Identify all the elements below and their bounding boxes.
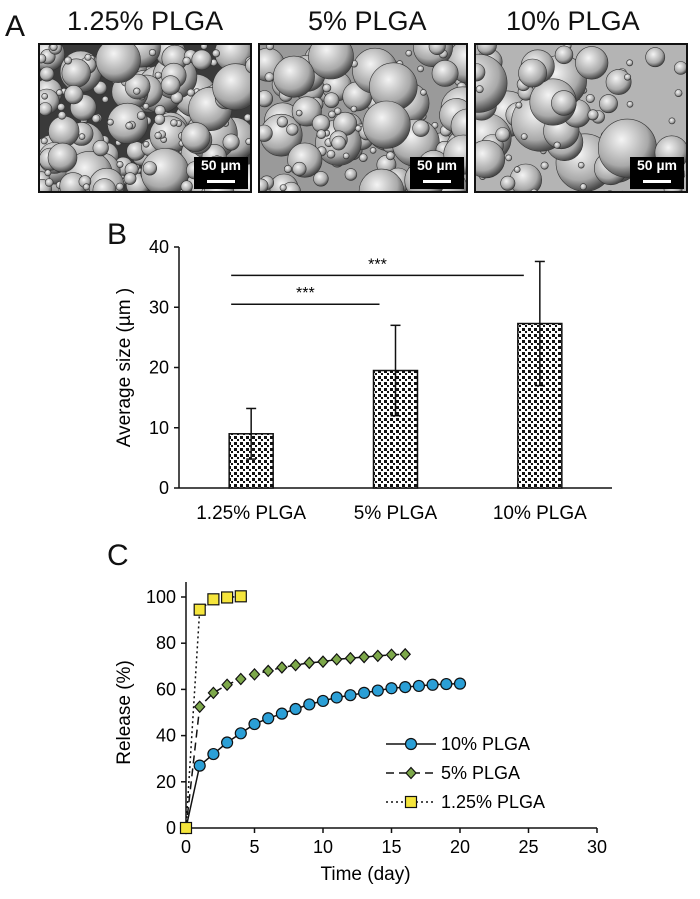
y-tick-label-2: 20 bbox=[149, 358, 169, 378]
legend-label-2: 1.25% PLGA bbox=[441, 792, 545, 812]
sem-image-1-graphic bbox=[40, 45, 250, 191]
sem-title-3: 10% PLGA bbox=[506, 6, 640, 36]
x-tick-label-1: 5 bbox=[249, 837, 259, 857]
series-line-1 bbox=[185, 653, 406, 829]
sem-title-2: 5% PLGA bbox=[308, 6, 427, 36]
legend-marker-0 bbox=[404, 737, 418, 751]
series-1-point-14 bbox=[371, 649, 384, 663]
series-0-point-11 bbox=[330, 691, 343, 704]
x-tick-label-6: 30 bbox=[587, 837, 607, 857]
y-tick-label-4: 80 bbox=[156, 633, 176, 653]
line-chart: 0 20 40 60 80 100 0 5 10 15 20 25 30 Time (day) Releas… bbox=[114, 582, 607, 885]
series-1-point-6 bbox=[262, 664, 275, 678]
series-1-point-13 bbox=[358, 650, 370, 664]
series-2-point-0 bbox=[179, 821, 193, 835]
series-2-point-1 bbox=[193, 603, 206, 616]
legend-label-1: 5% PLGA bbox=[441, 763, 520, 783]
series-0-point-6 bbox=[262, 712, 275, 725]
series-1-point-16 bbox=[399, 647, 412, 661]
series-0-point-14 bbox=[371, 684, 384, 697]
scale-bar-1: 50 µm bbox=[194, 157, 248, 189]
series-0-point-8 bbox=[289, 702, 302, 716]
legend-marker-2 bbox=[404, 795, 418, 809]
x-tick-label-2: 10 bbox=[313, 837, 333, 857]
sem-image-2-graphic bbox=[260, 45, 466, 191]
series-0-point-2 bbox=[207, 747, 220, 761]
scale-bar-3: 50 µm bbox=[630, 157, 684, 189]
series-0-point-5 bbox=[248, 717, 261, 731]
series-0-point-16 bbox=[399, 680, 412, 694]
bar-2 bbox=[517, 322, 563, 489]
x-tick-label-4: 20 bbox=[450, 837, 470, 857]
series-1-point-12 bbox=[344, 651, 357, 665]
x-tick-label-1: 5% PLGA bbox=[354, 503, 438, 524]
series-0-point-7 bbox=[275, 707, 288, 720]
series-0-point-4 bbox=[234, 727, 247, 740]
y-tick-label-1: 20 bbox=[156, 772, 176, 792]
x-tick-label-0: 1.25% PLGA bbox=[196, 503, 306, 524]
series-1-point-9 bbox=[303, 656, 316, 670]
scale-bar-3-label: 50 µm bbox=[637, 157, 677, 173]
series-2-point-2 bbox=[207, 593, 220, 606]
series-1-point-1 bbox=[193, 700, 206, 714]
series-0-point-18 bbox=[426, 678, 439, 691]
x-tick-label-0: 0 bbox=[181, 837, 191, 857]
series-0-point-3 bbox=[221, 736, 234, 749]
sem-image-3-graphic bbox=[476, 45, 686, 191]
y-tick-label-3: 30 bbox=[149, 297, 169, 317]
legend-label-0: 10% PLGA bbox=[441, 734, 530, 754]
series-1-point-8 bbox=[289, 658, 302, 672]
series-0-point-1 bbox=[193, 759, 206, 772]
scale-bar-1-label: 50 µm bbox=[201, 157, 241, 173]
sem-title-1: 1.25% PLGA bbox=[67, 6, 224, 36]
sem-image-1: 50 µm bbox=[38, 43, 252, 193]
series-0-point-10 bbox=[316, 694, 330, 708]
panel-a-label: A bbox=[5, 10, 26, 43]
y-tick-label-3: 60 bbox=[156, 679, 176, 699]
y-tick-label-0: 0 bbox=[166, 818, 176, 838]
series-0-point-19 bbox=[440, 677, 453, 691]
series-1-point-10 bbox=[317, 655, 329, 669]
scale-bar-2: 50 µm bbox=[410, 157, 464, 189]
series-0-point-17 bbox=[412, 679, 425, 693]
series-1-point-4 bbox=[234, 672, 247, 686]
x-tick-label-2: 10% PLGA bbox=[493, 503, 587, 524]
scale-bar-2-label: 50 µm bbox=[417, 157, 457, 173]
series-0-point-12 bbox=[344, 689, 357, 702]
series-1-point-3 bbox=[221, 678, 233, 692]
series-0-point-13 bbox=[358, 686, 371, 699]
series-0-point-15 bbox=[385, 682, 398, 695]
series-0-point-9 bbox=[303, 698, 316, 711]
sem-image-2: 50 µm bbox=[258, 43, 468, 193]
series-1-point-5 bbox=[248, 667, 261, 681]
bar-chart: 0 10 20 30 40 Average size (µm ) 1.25% PLGA 5% … bbox=[114, 237, 612, 524]
series-1-point-15 bbox=[385, 648, 398, 662]
panel-b-label: B bbox=[107, 218, 128, 251]
y-axis-title: Release (%) bbox=[114, 660, 135, 765]
series-2-point-4 bbox=[234, 590, 247, 603]
y-axis-title: Average size (µm ) bbox=[114, 288, 135, 447]
series-0-point-20 bbox=[453, 677, 467, 690]
series-1-point-2 bbox=[207, 686, 220, 700]
x-tick-label-5: 25 bbox=[518, 837, 538, 857]
series-1-point-11 bbox=[330, 652, 343, 666]
series-1-point-7 bbox=[276, 661, 288, 674]
y-tick-label-4: 40 bbox=[149, 237, 169, 257]
series-2-point-3 bbox=[221, 591, 234, 604]
panel-c-label: C bbox=[107, 539, 129, 572]
significance-label-0: *** bbox=[296, 285, 315, 302]
sem-image-3: 50 µm bbox=[474, 43, 688, 193]
legend-marker-1 bbox=[405, 766, 417, 780]
significance-label-1: *** bbox=[368, 256, 387, 273]
x-tick-label-3: 15 bbox=[381, 837, 401, 857]
y-tick-label-2: 40 bbox=[156, 726, 176, 746]
y-tick-label-1: 10 bbox=[149, 418, 169, 438]
x-axis-title: Time (day) bbox=[320, 864, 410, 885]
y-tick-label-5: 100 bbox=[146, 587, 176, 607]
y-tick-label-0: 0 bbox=[159, 478, 169, 498]
